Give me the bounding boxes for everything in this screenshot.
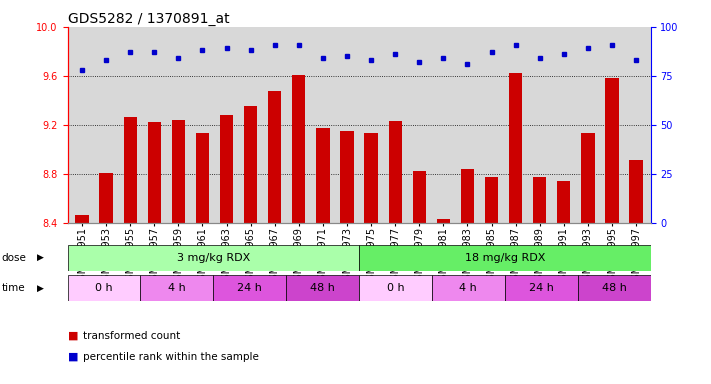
Bar — [100, 172, 113, 223]
Bar — [359, 245, 651, 271]
Bar — [359, 275, 432, 301]
Bar — [124, 118, 137, 223]
Bar — [141, 275, 213, 301]
Bar — [557, 181, 570, 223]
Text: 24 h: 24 h — [237, 283, 262, 293]
Bar — [316, 129, 329, 223]
Bar — [578, 275, 651, 301]
Text: 18 mg/kg RDX: 18 mg/kg RDX — [464, 253, 545, 263]
Text: 4 h: 4 h — [168, 283, 186, 293]
Text: transformed count: transformed count — [83, 331, 181, 341]
Bar — [365, 133, 378, 223]
Bar — [437, 219, 450, 223]
Text: time: time — [1, 283, 25, 293]
Text: 24 h: 24 h — [529, 283, 554, 293]
Bar — [172, 120, 185, 223]
Bar — [75, 215, 89, 223]
Text: 48 h: 48 h — [602, 283, 626, 293]
Bar — [432, 275, 505, 301]
Bar — [68, 245, 359, 271]
Text: ▶: ▶ — [37, 253, 44, 262]
Text: 48 h: 48 h — [310, 283, 335, 293]
Bar — [389, 121, 402, 223]
Text: percentile rank within the sample: percentile rank within the sample — [83, 352, 259, 362]
Bar — [148, 122, 161, 223]
Text: ▶: ▶ — [37, 284, 44, 293]
Text: 0 h: 0 h — [387, 283, 405, 293]
Bar — [485, 177, 498, 223]
Text: GDS5282 / 1370891_at: GDS5282 / 1370891_at — [68, 12, 229, 26]
Bar — [341, 131, 353, 223]
Text: 3 mg/kg RDX: 3 mg/kg RDX — [176, 253, 250, 263]
Bar — [533, 177, 546, 223]
Bar — [509, 73, 523, 223]
Text: ■: ■ — [68, 331, 78, 341]
Bar — [605, 78, 619, 223]
Bar — [582, 133, 594, 223]
Text: 4 h: 4 h — [459, 283, 477, 293]
Text: dose: dose — [1, 253, 26, 263]
Bar — [461, 169, 474, 223]
Bar — [68, 275, 141, 301]
Text: 0 h: 0 h — [95, 283, 113, 293]
Bar — [220, 115, 233, 223]
Bar — [287, 275, 359, 301]
Bar — [292, 74, 306, 223]
Bar — [213, 275, 286, 301]
Bar — [412, 171, 426, 223]
Bar — [505, 275, 578, 301]
Bar — [196, 133, 209, 223]
Text: ■: ■ — [68, 352, 78, 362]
Bar — [244, 106, 257, 223]
Bar — [629, 160, 643, 223]
Bar — [268, 91, 282, 223]
